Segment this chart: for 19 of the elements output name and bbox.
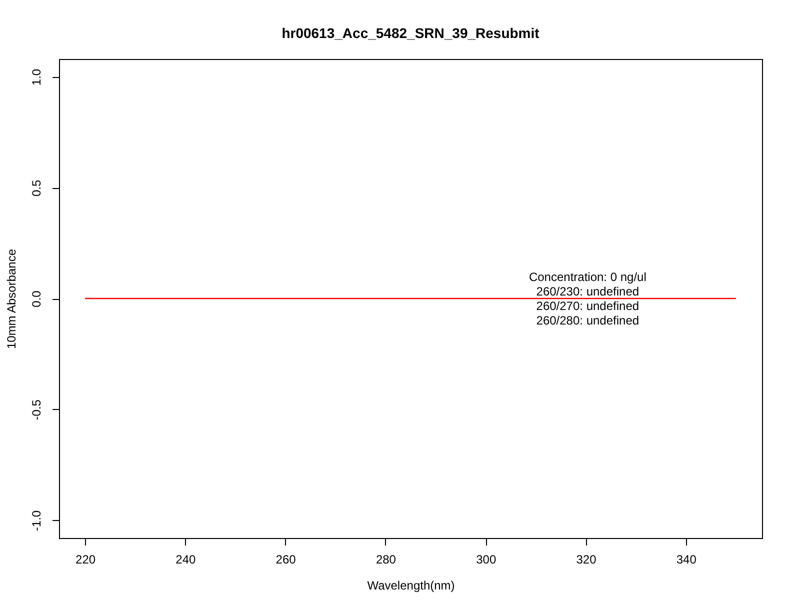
x-tick-label: 300 [476,552,496,566]
y-tick-label: -1.0 [30,510,44,532]
x-tick-label: 320 [576,552,597,566]
x-tick-label: 340 [676,552,697,566]
y-tick-label: 0.5 [30,179,44,196]
x-tick-label: 240 [176,552,196,566]
annotation: 260/280: undefined [536,313,640,328]
chart-title: hr00613_Acc_5482_SRN_39_Resubmit [282,25,540,41]
y-axis-title: 10mm Absorbance [4,248,18,350]
x-tick-label: 260 [276,552,296,566]
x-axis-title: Wavelength(nm) [367,578,455,592]
annotation: 260/270: undefined [536,298,640,313]
annotation: Concentration: 0 ng/ul [528,270,646,284]
annotation: 260/230: undefined [536,284,640,298]
x-tick-label: 220 [76,552,96,566]
y-tick-label: -0.5 [30,399,44,420]
x-tick-label: 280 [376,552,396,566]
y-tick-label: 1.0 [30,68,44,86]
y-tick-label: 0.0 [30,290,44,308]
